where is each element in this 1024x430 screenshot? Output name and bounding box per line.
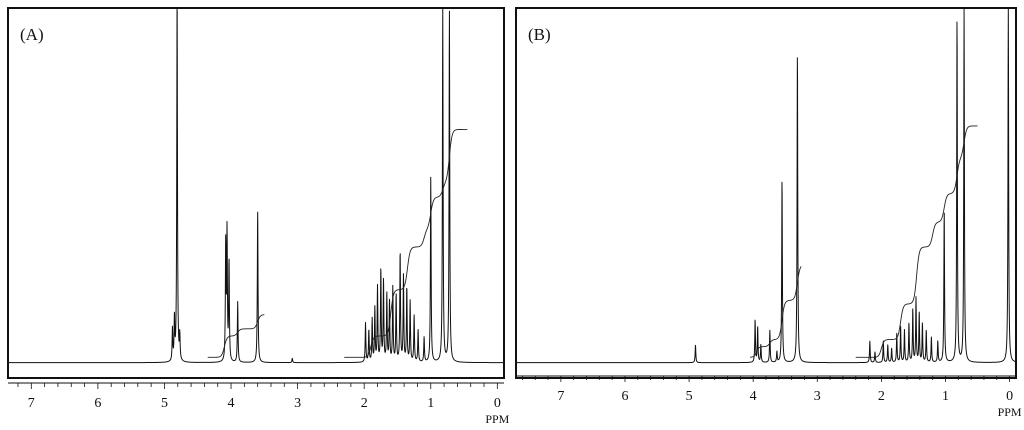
x-tick-label: 2 (878, 389, 885, 404)
x-tick-label: 7 (28, 396, 35, 411)
panel-a-label: (A) (20, 25, 44, 44)
x-tick-label: 2 (361, 396, 368, 411)
x-tick-label: 6 (94, 396, 101, 411)
integral-curve-1 (855, 125, 978, 358)
x-tick-label: 7 (557, 389, 564, 404)
x-tick-label: 5 (161, 396, 168, 411)
x-tick-label: 3 (814, 389, 821, 404)
panel-a-spectrum (7, 8, 505, 364)
x-tick-label: 0 (494, 396, 501, 411)
x-tick-label: 1 (942, 389, 949, 404)
x-tick-label: 0 (1006, 389, 1013, 404)
x-tick-label: 3 (294, 396, 301, 411)
panel-a-x-axis-label: PPM (485, 412, 509, 426)
x-tick-label: 4 (750, 389, 757, 404)
spectrum-trace (515, 8, 1017, 364)
x-tick-label: 1 (427, 396, 434, 411)
x-tick-label: 6 (621, 389, 628, 404)
panel-a-x-axis: 7 6 5 4 3 2 1 0 (8, 382, 504, 411)
panel-a: (A) 7 6 5 4 3 2 1 0 PPM (7, 7, 510, 426)
panel-b-label: (B) (528, 25, 551, 44)
integral-curve-0 (749, 266, 802, 358)
integral-curve-1 (344, 129, 468, 358)
panel-a-frame (7, 7, 505, 379)
panel-b-frame (515, 7, 1017, 379)
panel-b-x-axis: 7 6 5 4 3 2 1 0 (516, 375, 1016, 404)
x-tick-label: 5 (686, 389, 693, 404)
x-tick-label: 4 (228, 396, 235, 411)
panel-b-x-axis-label: PPM (998, 405, 1022, 419)
integral-curve-0 (207, 314, 265, 358)
spectrum-trace (7, 8, 505, 364)
panel-b-spectrum (515, 8, 1017, 364)
panel-b: (B) 7 6 5 4 3 2 1 0 PPM (515, 7, 1022, 419)
